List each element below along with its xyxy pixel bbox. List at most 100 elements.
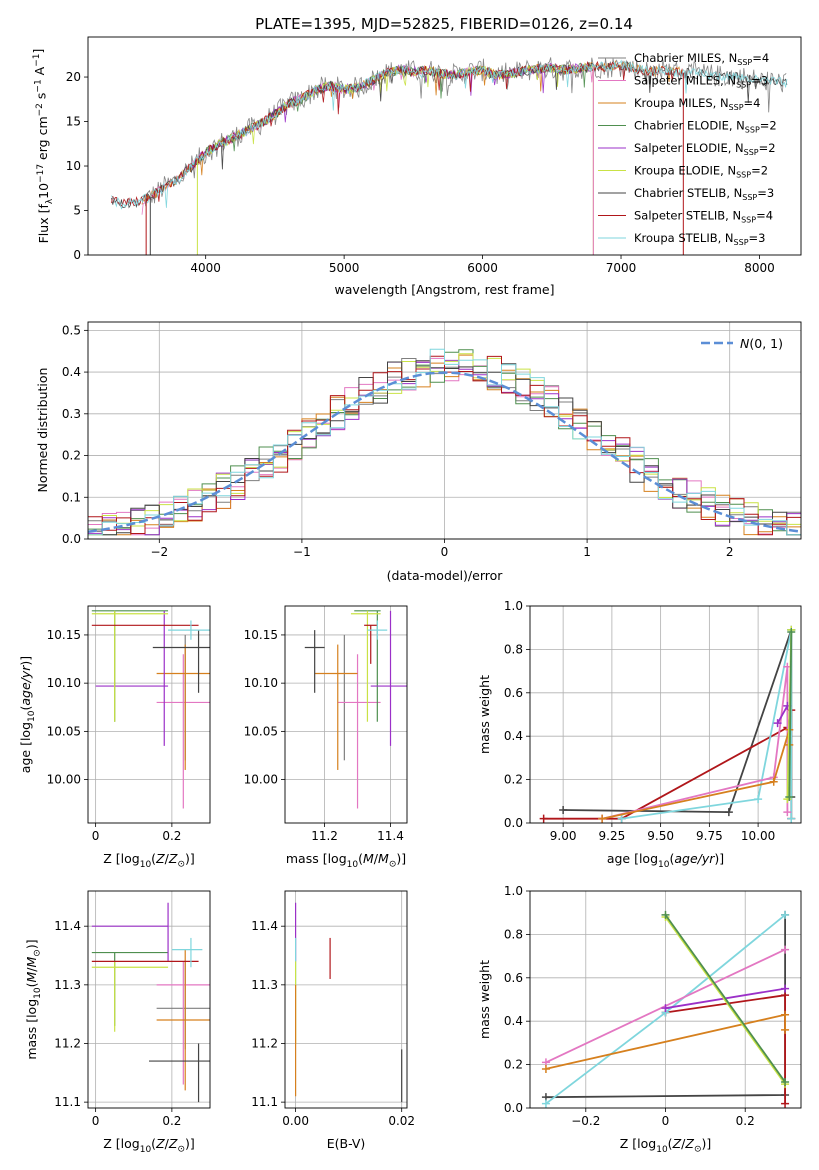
x-tick-label: 9.75: [696, 829, 723, 843]
weight-marker: [559, 805, 568, 814]
y-tick-label: 1.0: [504, 884, 523, 898]
weight-marker: [773, 719, 782, 728]
legend-label: Chabrier STELIB, NSSP=3: [634, 186, 774, 202]
axes-weight-vs-age: 9.00 9.25 9.50 9.75 10.00 0.0 0.2 0.4 0.6 0.8 1.0 a…: [477, 599, 802, 870]
y-axis-label: mass [log10(M/M⊙)]: [24, 939, 43, 1059]
y-tick-label: 20: [66, 70, 81, 84]
axes-spectrum: 4000 5000 6000 7000 8000 0 5 10 15 20 Chabrier MIL…: [31, 36, 802, 297]
y-axis-label: mass weight: [477, 675, 492, 754]
axes-age-vs-z: 0 0.2 10.00 10.05 10.10 10.15 Z [log10(Z/Z⊙)] a…: [18, 605, 211, 870]
y-tick-label: 10.05: [244, 724, 278, 738]
weight-line-salpeter-elodie: [776, 705, 789, 724]
y-axis-label: Flux [fλ10−17 erg cm−2 s−1 A−1]: [31, 49, 55, 244]
plot-area-spectrum: [111, 57, 788, 255]
spectrum-line-kroupa-elodie: [197, 62, 593, 163]
x-tick-label: 9.00: [550, 829, 577, 843]
legend-label: Kroupa ELODIE, NSSP=2: [634, 164, 768, 180]
x-tick-label: 5000: [329, 261, 360, 275]
x-tick-label: 0.00: [282, 1114, 309, 1128]
spectrum-line-salpeter-miles: [141, 62, 594, 215]
y-tick-label: 11.3: [54, 978, 81, 992]
weight-line-kroupa-stelib: [621, 629, 793, 820]
y-tick-label: 10.00: [47, 773, 81, 787]
y-tick-label: 10.00: [244, 773, 278, 787]
weight-marker: [661, 910, 670, 919]
plot-area-residuals: [88, 348, 801, 536]
spectrum-line-kroupa-stelib: [111, 59, 788, 210]
weight-line-salpeter-stelib: [665, 994, 786, 1104]
x-tick-label: −2: [150, 545, 168, 559]
y-tick-label: 10.15: [47, 628, 81, 642]
legend-label: N(0, 1): [740, 336, 783, 351]
y-tick-label: 10: [66, 159, 81, 173]
weight-line-kroupa-elodie: [664, 916, 786, 1085]
y-tick-label: 0.6: [504, 971, 523, 985]
y-tick-label: 0.3: [62, 407, 81, 421]
x-tick-label: 11.4: [377, 829, 404, 843]
y-tick-label: 11.2: [251, 1036, 278, 1050]
x-axis-label: mass [log10(M/M⊙)]: [286, 851, 406, 870]
y-tick-label: 0.5: [62, 323, 81, 337]
residual-histogram-kroupa-stelib: [88, 348, 801, 536]
weight-marker: [541, 1064, 550, 1073]
y-tick-label: 5: [73, 204, 81, 218]
weight-marker: [781, 945, 790, 954]
figure-title: PLATE=1395, MJD=52825, FIBERID=0126, z=0…: [255, 15, 633, 33]
x-tick-label: −1: [293, 545, 311, 559]
weight-marker: [724, 808, 733, 817]
y-tick-label: 15: [66, 115, 81, 129]
plot-area-age-vs-mass: [304, 610, 407, 809]
axes-residuals: −2 −1 0 1 2 0.0 0.1 0.2 0.3 0.4 0.5 N(0, 1) (data-mo…: [35, 321, 802, 583]
normal-reference-curve: [88, 371, 801, 533]
y-tick-label: 10.10: [47, 676, 81, 690]
y-tick-label: 0.1: [62, 490, 81, 504]
y-tick-label: 0.4: [504, 729, 523, 743]
x-tick-label: 0: [662, 1114, 670, 1128]
weight-marker: [787, 814, 796, 823]
axes-frame: [284, 890, 408, 1109]
legend-label: Salpeter ELODIE, NSSP=2: [634, 141, 776, 157]
x-tick-label: 10.00: [741, 829, 775, 843]
legend-label: Kroupa STELIB, NSSP=3: [634, 231, 765, 247]
x-tick-label: 7000: [606, 261, 637, 275]
x-tick-label: −0.2: [571, 1114, 600, 1128]
legend-spectrum: Chabrier MILES, NSSP=4 Salpeter MILES, NS…: [598, 51, 777, 247]
y-tick-label: 0.0: [62, 532, 81, 546]
y-tick-label: 11.1: [54, 1095, 81, 1109]
axes-frame: [284, 605, 408, 824]
weight-line-chabrier-elodie: [664, 914, 786, 1083]
weight-marker: [769, 777, 778, 786]
y-tick-label: 0.8: [504, 927, 523, 941]
spectrum-line-kroupa-miles: [141, 60, 683, 205]
weight-line-chabrier-elodie: [788, 631, 793, 798]
weight-marker: [541, 1099, 550, 1108]
legend-label: Chabrier MILES, NSSP=4: [634, 51, 769, 67]
y-tick-label: 11.4: [54, 919, 81, 933]
axes-age-vs-mass: 11.2 11.4 10.00 10.05 10.10 10.15 mass [log10(…: [244, 605, 408, 870]
weight-line-kroupa-miles: [601, 729, 791, 820]
x-tick-label: 0: [92, 829, 100, 843]
y-tick-label: 0.4: [504, 1014, 523, 1028]
y-tick-label: 11.3: [251, 978, 278, 992]
y-axis-label: age [log10(age/yr)]: [18, 656, 37, 773]
y-tick-label: 10.05: [47, 724, 81, 738]
y-tick-label: 0.6: [504, 686, 523, 700]
x-axis-label: wavelength [Angstrom, rest frame]: [334, 282, 554, 297]
x-axis-label: E(B-V): [327, 1136, 366, 1151]
y-tick-label: 10.10: [244, 676, 278, 690]
weight-marker: [781, 1077, 790, 1086]
x-tick-label: 0.2: [162, 829, 181, 843]
y-tick-label: 0: [73, 248, 81, 262]
legend-label: Chabrier ELODIE, NSSP=2: [634, 119, 777, 135]
weight-line-salpeter-miles: [601, 666, 789, 820]
x-axis-label: age [log10(age/yr)]: [607, 851, 724, 870]
x-tick-label: 11.2: [311, 829, 338, 843]
weight-marker: [781, 910, 790, 919]
weight-marker: [781, 1099, 790, 1108]
y-tick-label: 0.2: [62, 449, 81, 463]
weight-marker: [783, 808, 792, 817]
legend-label: Salpeter STELIB, NSSP=4: [634, 209, 773, 225]
x-tick-label: 0: [92, 1114, 100, 1128]
y-tick-label: 0.2: [504, 773, 523, 787]
